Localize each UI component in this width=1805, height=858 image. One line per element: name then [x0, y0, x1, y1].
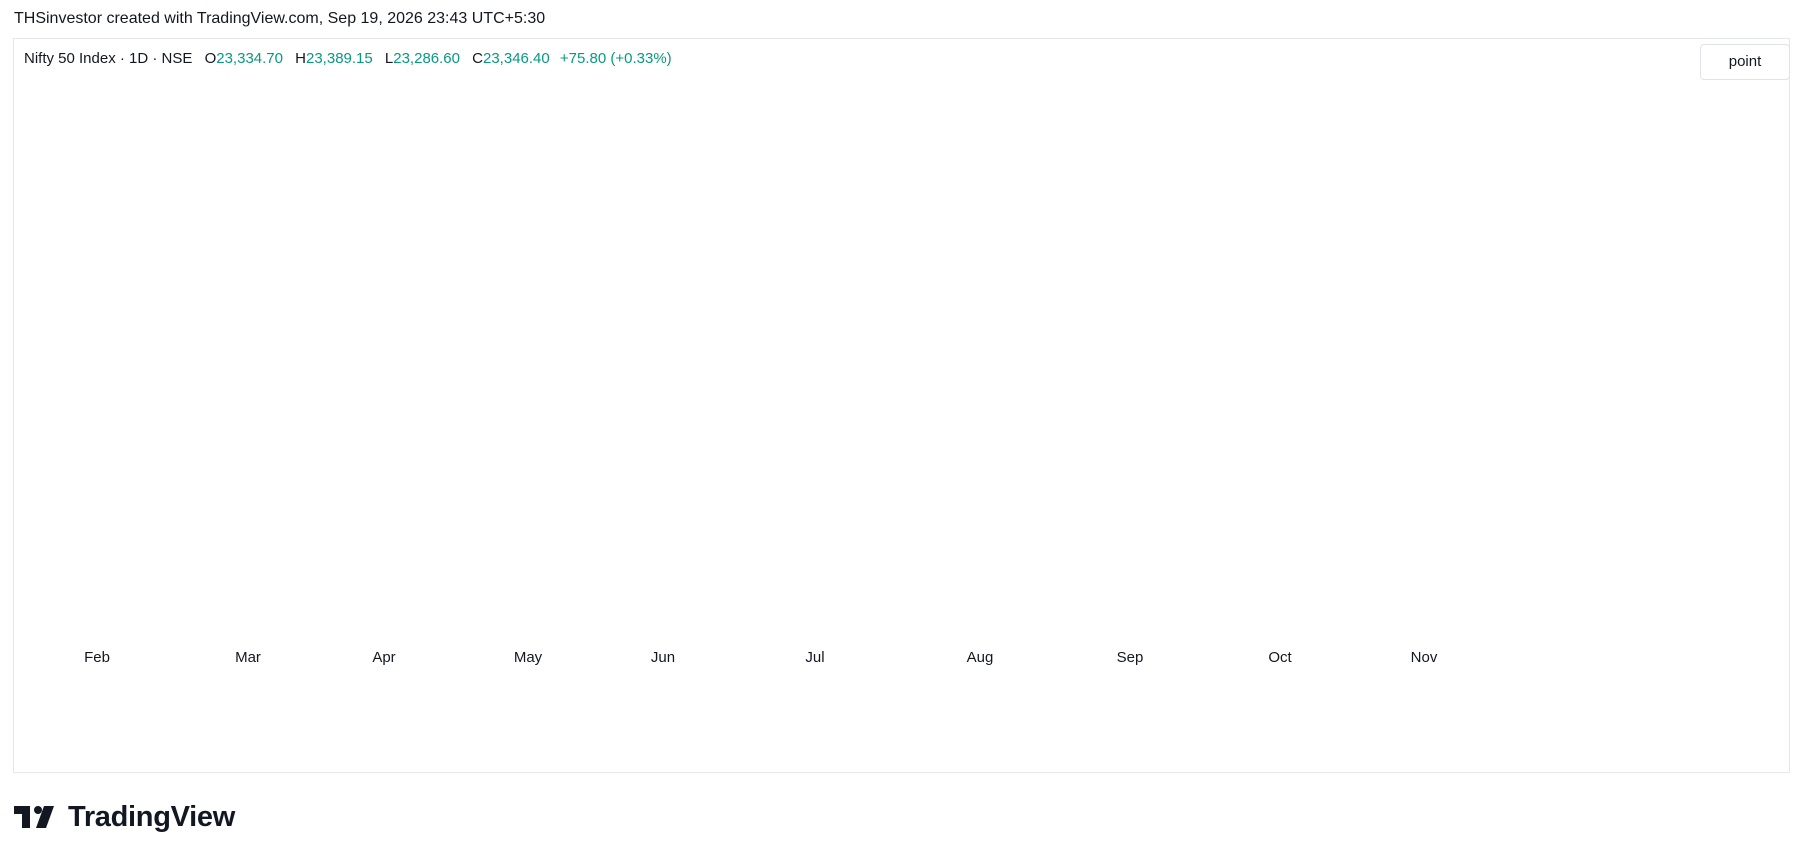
change-value: +75.80 (+0.33%) [559, 50, 672, 67]
time-tick-label: Jun [651, 649, 675, 666]
open-value: 23,334.70 [216, 50, 283, 67]
time-axis[interactable]: Feb Mar Apr May Jun Jul Aug Sep Oct Nov [84, 649, 1438, 666]
time-tick-label: Aug [967, 649, 994, 666]
tradingview-wordmark: TradingView [68, 800, 235, 833]
time-tick-label: Feb [84, 649, 110, 666]
tradingview-logo-icon [14, 806, 54, 828]
time-tick-label: Mar [235, 649, 261, 666]
time-tick-label: Nov [1411, 649, 1438, 666]
chart-frame[interactable] [13, 38, 1790, 773]
low-label: L [384, 50, 394, 67]
attribution-text: THSinvestor created with TradingView.com… [14, 10, 546, 27]
tradingview-brand: TradingView [14, 800, 235, 834]
time-tick-label: Oct [1268, 649, 1292, 666]
symbol-name[interactable]: Nifty 50 Index · 1D · NSE [24, 50, 193, 67]
open-label: O [204, 50, 217, 67]
time-tick-label: Apr [372, 649, 395, 666]
time-tick-label: Sep [1117, 649, 1144, 666]
close-label: C [472, 50, 483, 67]
time-tick-label: Jul [805, 649, 824, 666]
time-tick-label: May [514, 649, 543, 666]
low-value: 23,286.60 [393, 50, 460, 67]
close-value: 23,346.40 [483, 50, 550, 67]
price-unit-button[interactable]: point [1700, 44, 1790, 80]
high-value: 23,389.15 [306, 50, 373, 67]
high-label: H [295, 50, 306, 67]
ohlc-legend: Nifty 50 Index · 1D · NSE O23,334.70 H23… [24, 50, 672, 67]
